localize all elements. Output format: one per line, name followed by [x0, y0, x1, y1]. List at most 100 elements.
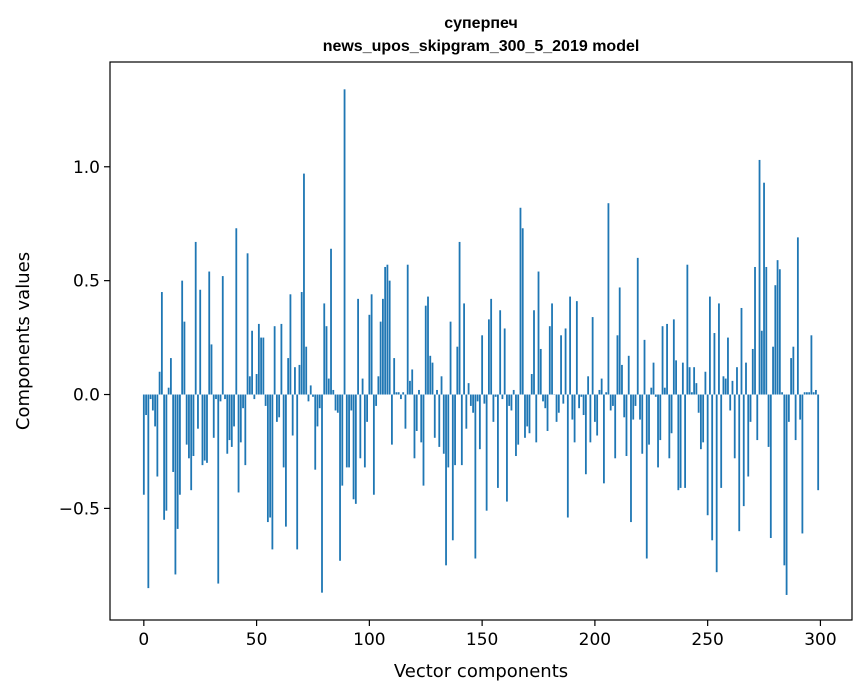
bar-component-122	[418, 390, 420, 395]
bar-component-172	[531, 374, 533, 394]
bar-component-50	[256, 374, 258, 394]
bar-component-161	[506, 395, 508, 502]
bar-component-55	[267, 395, 269, 523]
bar-component-89	[344, 89, 346, 394]
bar-component-158	[499, 310, 501, 394]
bar-component-115	[402, 392, 404, 394]
bar-component-92	[350, 395, 352, 411]
bar-component-32	[215, 395, 217, 400]
bar-component-110	[391, 395, 393, 445]
bar-component-130	[436, 390, 438, 395]
bar-component-245	[695, 383, 697, 394]
bar-component-230	[662, 326, 664, 394]
bar-component-243	[691, 392, 693, 394]
bar-component-278	[770, 395, 772, 538]
bar-component-227	[655, 395, 657, 397]
bar-component-287	[790, 358, 792, 394]
bar-component-27	[204, 395, 206, 461]
bar-component-239	[682, 363, 684, 395]
bar-component-198	[589, 395, 591, 443]
bar-component-219	[637, 258, 639, 395]
bar-component-216	[630, 395, 632, 523]
bar-component-202	[599, 390, 601, 395]
bar-component-98	[364, 395, 366, 468]
bar-component-39	[231, 395, 233, 447]
bar-component-37	[226, 395, 228, 454]
bar-component-139	[456, 347, 458, 395]
bar-component-72	[305, 347, 307, 395]
bar-component-46	[247, 253, 249, 394]
bar-component-189	[569, 297, 571, 395]
x-tick-label: 250	[691, 630, 723, 650]
bar-component-68	[296, 395, 298, 550]
bar-component-148	[477, 395, 479, 402]
bar-component-217	[632, 395, 634, 420]
bar-component-9	[163, 395, 165, 520]
bar-component-262	[734, 395, 736, 459]
bar-component-71	[303, 174, 305, 395]
bar-component-280	[774, 285, 776, 394]
bar-component-81	[326, 326, 328, 394]
bar-component-295	[808, 392, 810, 394]
bar-component-186	[562, 395, 564, 404]
bar-component-114	[400, 395, 402, 400]
bar-component-234	[671, 395, 673, 434]
bar-component-127	[429, 356, 431, 395]
bar-component-45	[244, 395, 246, 466]
bar-component-174	[535, 395, 537, 443]
bar-component-221	[641, 395, 643, 454]
bar-component-91	[348, 395, 350, 468]
bar-component-162	[508, 395, 510, 406]
bar-component-144	[468, 383, 470, 394]
bar-component-152	[486, 395, 488, 511]
bar-component-279	[772, 347, 774, 395]
bar-component-254	[716, 395, 718, 573]
bar-component-260	[729, 395, 731, 411]
bar-component-204	[603, 395, 605, 484]
bar-component-14	[175, 395, 177, 575]
bar-component-141	[461, 395, 463, 466]
bar-component-173	[533, 310, 535, 394]
bar-component-203	[601, 379, 603, 395]
bar-component-131	[438, 395, 440, 447]
bar-component-163	[511, 395, 513, 411]
bar-component-13	[172, 395, 174, 472]
bar-component-18	[184, 322, 186, 395]
bar-component-183	[556, 395, 558, 422]
bar-component-106	[382, 299, 384, 395]
x-tick-label: 50	[246, 630, 268, 650]
bar-component-175	[538, 272, 540, 395]
bar-component-36	[224, 395, 226, 400]
bar-component-291	[799, 395, 801, 420]
bar-component-94	[355, 395, 357, 504]
bar-component-51	[258, 324, 260, 395]
bar-component-48	[251, 331, 253, 395]
bar-component-241	[686, 265, 688, 395]
bar-component-155	[493, 395, 495, 422]
bar-component-129	[434, 395, 436, 438]
bar-component-156	[495, 395, 497, 397]
bar-component-22	[193, 395, 195, 456]
bar-component-58	[274, 326, 276, 394]
bar-component-265	[741, 308, 743, 395]
bar-component-297	[813, 392, 815, 394]
bar-component-200	[594, 395, 596, 422]
bar-component-111	[393, 358, 395, 394]
bar-component-15	[177, 395, 179, 529]
bar-component-252	[711, 395, 713, 541]
bar-component-90	[346, 395, 348, 468]
x-axis-label: Vector components	[394, 661, 568, 682]
bar-component-95	[357, 299, 359, 395]
bar-component-116	[405, 395, 407, 429]
bar-component-136	[450, 322, 452, 395]
bar-component-299	[817, 395, 819, 491]
bar-component-286	[788, 395, 790, 422]
bar-component-283	[781, 392, 783, 394]
bar-component-52	[260, 338, 262, 395]
bar-component-134	[445, 395, 447, 566]
bar-component-179	[547, 395, 549, 431]
bar-component-93	[353, 395, 355, 500]
bar-component-196	[585, 395, 587, 475]
x-tick-label: 300	[804, 630, 836, 650]
